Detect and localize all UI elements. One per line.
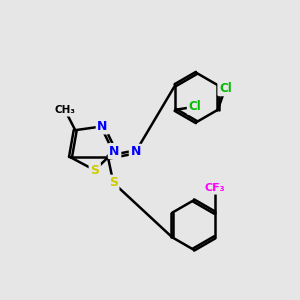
Text: CH₃: CH₃ bbox=[55, 105, 76, 115]
Text: Cl: Cl bbox=[188, 100, 201, 113]
Text: Cl: Cl bbox=[219, 82, 232, 95]
Text: CF₃: CF₃ bbox=[205, 183, 225, 193]
Text: N: N bbox=[97, 120, 108, 133]
Text: N: N bbox=[110, 145, 120, 158]
Text: N: N bbox=[130, 146, 141, 158]
Text: S: S bbox=[90, 164, 99, 177]
Text: S: S bbox=[109, 176, 118, 189]
